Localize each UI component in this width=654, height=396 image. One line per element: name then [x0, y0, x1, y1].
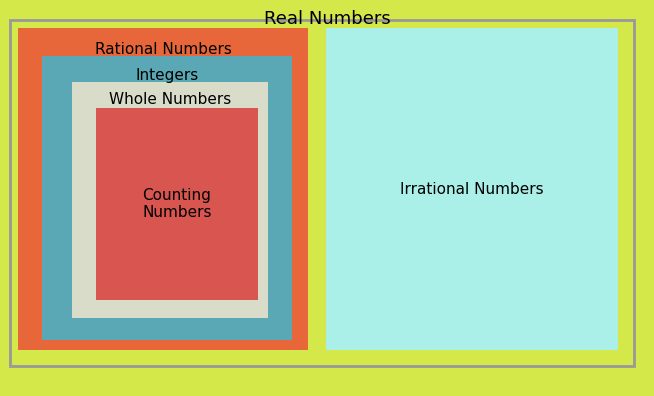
Text: Integers: Integers [135, 68, 199, 83]
Bar [326, 28, 618, 350]
Bar [42, 56, 292, 340]
Text: Real Numbers: Real Numbers [264, 10, 390, 28]
Bar [72, 82, 268, 318]
Text: Whole Numbers: Whole Numbers [109, 92, 231, 107]
Text: Rational Numbers: Rational Numbers [95, 42, 232, 57]
Text: Irrational Numbers: Irrational Numbers [400, 181, 544, 196]
Bar [96, 108, 258, 300]
Bar [10, 20, 634, 366]
Bar [18, 28, 308, 350]
Text: Counting
Numbers: Counting Numbers [143, 188, 212, 220]
